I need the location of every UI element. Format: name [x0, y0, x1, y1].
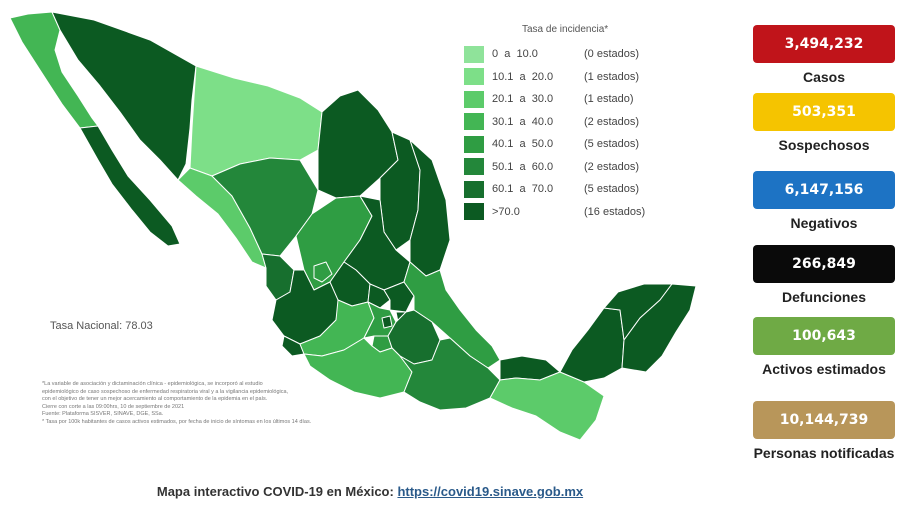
state-queretaro[interactable]: [367, 283, 391, 309]
stat-casos: 3,494,232 Casos: [753, 25, 895, 86]
legend-range: 60.1 a 70.0: [492, 183, 554, 196]
legend-range: 10.1 a 20.0: [492, 70, 554, 83]
footnote-line: con el objetivo de tener un mejor acerca…: [42, 396, 268, 402]
legend-row: 50.1 a 60.0 (2 estados): [464, 156, 664, 179]
state-campeche[interactable]: [559, 307, 625, 383]
stat-label: Defunciones: [781, 289, 866, 305]
state-veracruz[interactable]: [403, 261, 501, 369]
legend-range: 30.1 a 40.0: [492, 115, 554, 128]
stat-activos: 100,643 Activos estimados: [753, 317, 895, 378]
state-cdmx[interactable]: [381, 315, 393, 329]
stat-label: Personas notificadas: [753, 445, 895, 461]
legend-swatch: [464, 45, 484, 63]
legend-swatch: [464, 113, 484, 131]
footnote-line: epidemiológico de caso sospechoso de enf…: [42, 388, 289, 395]
legend-row: 0 a 10.0 (0 estados): [464, 43, 664, 66]
legend-row: 60.1 a 70.0 (5 estados): [464, 178, 664, 201]
stat-sospechosos: 503,351 Sospechosos: [753, 93, 895, 154]
stat-label: Activos estimados: [762, 361, 886, 377]
state-chiapas[interactable]: [489, 371, 605, 441]
footer: Mapa interactivo COVID-19 en México: htt…: [0, 484, 740, 499]
footnote-line: * Tasa por 100k habitantes de casos acti…: [42, 418, 312, 425]
national-rate: Tasa Nacional: 78.03: [50, 320, 153, 332]
legend-row: 20.1 a 30.0 (1 estado): [464, 88, 664, 111]
stat-value: 3,494,232: [753, 25, 895, 63]
stat-value: 100,643: [753, 317, 895, 355]
footnotes: *La variable de asociación y dictaminaci…: [42, 381, 442, 426]
legend-row: 10.1 a 20.0 (1 estados): [464, 66, 664, 89]
legend-row: 40.1 a 50.0 (5 estados): [464, 133, 664, 156]
legend-count: (1 estado): [584, 93, 634, 106]
legend-range: 20.1 a 30.0: [492, 93, 554, 106]
legend-count: (2 estados): [584, 115, 640, 128]
legend-count: (5 estados): [584, 183, 640, 196]
footer-link[interactable]: https://covid19.sinave.gob.mx: [397, 484, 584, 499]
legend-count: (16 estados): [584, 205, 646, 218]
legend-range: 40.1 a 50.0: [492, 138, 554, 151]
stat-value: 10,144,739: [753, 401, 895, 439]
stat-label: Casos: [802, 69, 846, 85]
stat-value: 6,147,156: [753, 171, 895, 209]
legend-swatch: [464, 68, 484, 86]
legend-row: >70.0 (16 estados): [464, 201, 664, 224]
legend-range: >70.0: [492, 205, 520, 218]
stat-negativos: 6,147,156 Negativos: [753, 171, 895, 232]
stat-notificadas: 10,144,739 Personas notificadas: [753, 401, 895, 462]
legend-swatch: [464, 90, 484, 108]
state-baja-california-sur[interactable]: [79, 125, 181, 247]
footnote-line: Cierre con corte a las 09:00hrs, 10 de s…: [42, 403, 185, 410]
state-colima[interactable]: [281, 335, 305, 357]
mexico-map: [9, 11, 697, 441]
stat-label: Sospechosos: [778, 137, 870, 153]
footnote-line: Fuente: Plataforma SISVER, SINAVE, DGE, …: [42, 411, 164, 417]
legend-count: (2 estados): [584, 160, 640, 173]
legend-row: 30.1 a 40.0 (2 estados): [464, 111, 664, 134]
stat-label: Negativos: [790, 215, 858, 231]
stat-defunciones: 266,849 Defunciones: [753, 245, 895, 306]
stat-value: 266,849: [753, 245, 895, 283]
footnote-line: *La variable de asociación y dictaminaci…: [42, 381, 263, 387]
state-aguascalientes[interactable]: [313, 261, 333, 283]
footer-text: Mapa interactivo COVID-19 en México:: [156, 484, 398, 499]
legend-range: 0 a 10.0: [492, 48, 538, 61]
legend-swatch: [464, 135, 484, 153]
legend-count: (0 estados): [584, 48, 640, 61]
legend-swatch: [464, 203, 484, 221]
legend-title: Tasa de incidencia*: [522, 24, 609, 35]
state-chihuahua[interactable]: [189, 65, 323, 177]
legend-count: (1 estados): [584, 70, 640, 83]
stat-value: 503,351: [753, 93, 895, 131]
state-quintana-roo[interactable]: [621, 283, 697, 373]
legend-swatch: [464, 180, 484, 198]
legend-count: (5 estados): [584, 138, 640, 151]
legend-range: 50.1 a 60.0: [492, 160, 554, 173]
legend-swatch: [464, 158, 484, 176]
incidence-legend: Tasa de incidencia* 0 a 10.0 (0 estados) …: [464, 24, 664, 223]
